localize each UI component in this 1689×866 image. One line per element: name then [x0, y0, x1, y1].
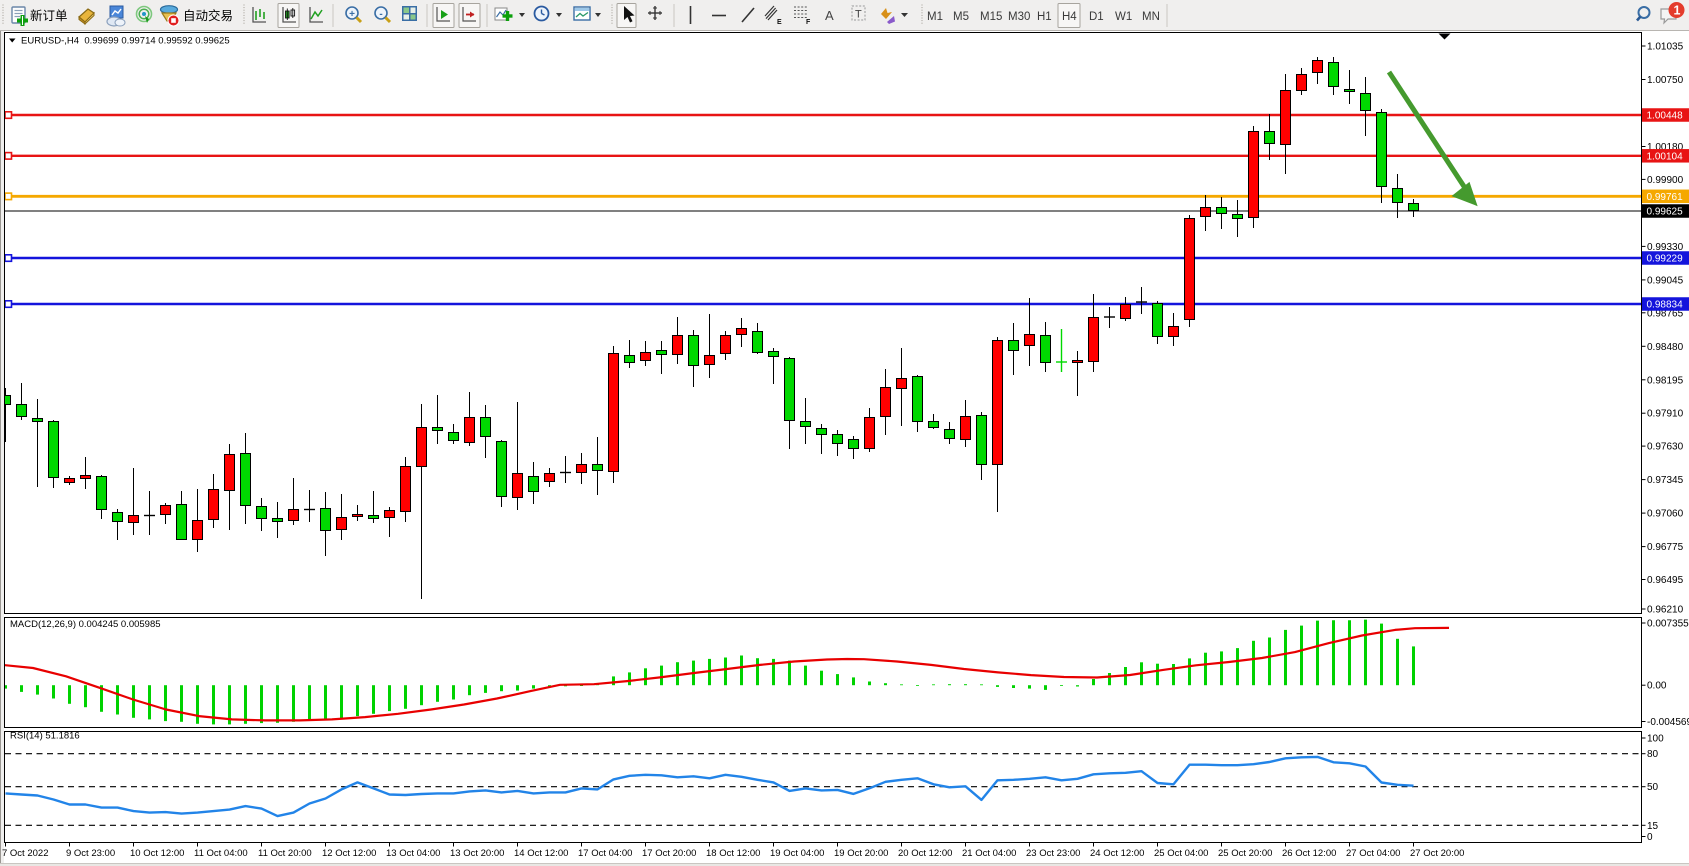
- svg-text:0.00: 0.00: [1647, 681, 1667, 692]
- svg-text:0.97345: 0.97345: [1647, 475, 1684, 486]
- svg-text:7 Oct 2022: 7 Oct 2022: [2, 848, 48, 859]
- svg-text:9 Oct 23:00: 9 Oct 23:00: [66, 848, 115, 859]
- svg-text:M30: M30: [1008, 11, 1030, 23]
- svg-text:M1: M1: [927, 11, 943, 23]
- svg-text:RSI(14) 51.1816: RSI(14) 51.1816: [10, 731, 80, 742]
- svg-text:1.00104: 1.00104: [1647, 151, 1684, 162]
- svg-text:1: 1: [1674, 4, 1681, 18]
- svg-text:100: 100: [1647, 734, 1664, 745]
- svg-text:T: T: [855, 9, 862, 21]
- svg-text:11 Oct 20:00: 11 Oct 20:00: [258, 848, 312, 859]
- svg-text:0.99900: 0.99900: [1647, 175, 1684, 186]
- svg-text:12 Oct 12:00: 12 Oct 12:00: [322, 848, 376, 859]
- svg-text:0.007355: 0.007355: [1647, 619, 1689, 630]
- svg-text:-: -: [379, 9, 382, 20]
- svg-text:0.99229: 0.99229: [1647, 254, 1684, 265]
- svg-text:0.99625: 0.99625: [1647, 207, 1684, 218]
- svg-text:27 Oct 20:00: 27 Oct 20:00: [1410, 848, 1464, 859]
- svg-text:E: E: [777, 19, 782, 26]
- svg-text:A: A: [825, 8, 834, 23]
- svg-text:17 Oct 20:00: 17 Oct 20:00: [642, 848, 696, 859]
- svg-text:0.98195: 0.98195: [1647, 375, 1684, 386]
- svg-text:0.97630: 0.97630: [1647, 442, 1684, 453]
- svg-text:27 Oct 04:00: 27 Oct 04:00: [1346, 848, 1400, 859]
- svg-text:0.99330: 0.99330: [1647, 242, 1684, 253]
- svg-text:18 Oct 12:00: 18 Oct 12:00: [706, 848, 760, 859]
- svg-text:80: 80: [1647, 749, 1659, 760]
- svg-text:W1: W1: [1115, 11, 1132, 23]
- svg-text:25 Oct 04:00: 25 Oct 04:00: [1154, 848, 1208, 859]
- svg-text:0.96210: 0.96210: [1647, 605, 1684, 616]
- svg-text:F: F: [806, 19, 811, 26]
- svg-text:11 Oct 04:00: 11 Oct 04:00: [194, 848, 248, 859]
- svg-text:50: 50: [1647, 782, 1659, 793]
- svg-text:0.99045: 0.99045: [1647, 275, 1684, 286]
- svg-text:13 Oct 20:00: 13 Oct 20:00: [450, 848, 504, 859]
- svg-text:25 Oct 20:00: 25 Oct 20:00: [1218, 848, 1272, 859]
- svg-text:0.98834: 0.98834: [1647, 300, 1684, 311]
- svg-text:-0.004569: -0.004569: [1647, 717, 1689, 728]
- svg-text:1.01035: 1.01035: [1647, 42, 1684, 53]
- svg-text:17 Oct 04:00: 17 Oct 04:00: [578, 848, 632, 859]
- svg-text:0.97060: 0.97060: [1647, 509, 1684, 520]
- svg-text:0.98765: 0.98765: [1647, 308, 1684, 319]
- svg-text:1.00180: 1.00180: [1647, 142, 1684, 153]
- svg-text:19 Oct 04:00: 19 Oct 04:00: [770, 848, 824, 859]
- svg-text:新订单: 新订单: [30, 8, 68, 23]
- svg-text:1.00448: 1.00448: [1647, 111, 1684, 122]
- svg-text:24 Oct 12:00: 24 Oct 12:00: [1090, 848, 1144, 859]
- svg-text:D1: D1: [1089, 11, 1104, 23]
- svg-text:0.97910: 0.97910: [1647, 409, 1684, 420]
- svg-text:21 Oct 04:00: 21 Oct 04:00: [962, 848, 1016, 859]
- svg-text:0.96495: 0.96495: [1647, 575, 1684, 586]
- svg-text:26 Oct 12:00: 26 Oct 12:00: [1282, 848, 1336, 859]
- svg-text:H1: H1: [1037, 11, 1052, 23]
- svg-text:0.96775: 0.96775: [1647, 542, 1684, 553]
- svg-text:1.00750: 1.00750: [1647, 75, 1684, 86]
- svg-text:+: +: [349, 9, 355, 20]
- svg-text:14 Oct 12:00: 14 Oct 12:00: [514, 848, 568, 859]
- svg-text:0.99761: 0.99761: [1647, 192, 1684, 203]
- svg-text:M5: M5: [953, 11, 969, 23]
- svg-text:自动交易: 自动交易: [183, 8, 233, 23]
- svg-text:MN: MN: [1142, 11, 1160, 23]
- svg-text:0.98480: 0.98480: [1647, 342, 1684, 353]
- svg-text:23 Oct 23:00: 23 Oct 23:00: [1026, 848, 1080, 859]
- svg-text:10 Oct 12:00: 10 Oct 12:00: [130, 848, 184, 859]
- svg-text:19 Oct 20:00: 19 Oct 20:00: [834, 848, 888, 859]
- svg-text:EURUSD-,H4 0.99699 0.99714 0.: EURUSD-,H4 0.99699 0.99714 0.99592 0.996…: [21, 36, 230, 47]
- svg-text:20 Oct 12:00: 20 Oct 12:00: [898, 848, 952, 859]
- svg-text:MACD(12,26,9) 0.004245 0.00598: MACD(12,26,9) 0.004245 0.005985: [10, 619, 161, 630]
- svg-text:H4: H4: [1062, 11, 1077, 23]
- svg-text:15: 15: [1647, 821, 1659, 832]
- svg-text:13 Oct 04:00: 13 Oct 04:00: [386, 848, 440, 859]
- svg-text:M15: M15: [980, 11, 1002, 23]
- svg-text:0: 0: [1647, 832, 1653, 843]
